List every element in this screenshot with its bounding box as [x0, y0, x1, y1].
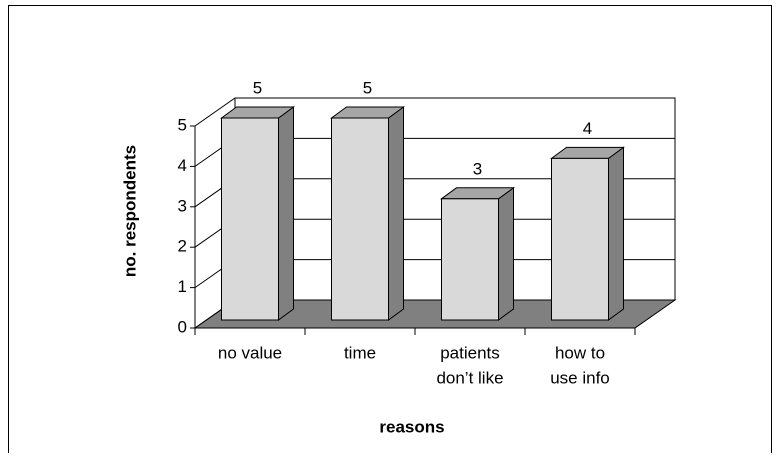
bar	[331, 117, 389, 321]
y-tick-label: 5	[178, 115, 187, 134]
bar	[441, 198, 499, 321]
x-tick-label: time	[344, 343, 376, 362]
y-tick-label: 3	[178, 196, 187, 215]
bar	[221, 117, 279, 321]
y-tick-label: 2	[178, 237, 187, 256]
value-label: 5	[253, 78, 262, 97]
y-tick-label: 4	[178, 156, 187, 175]
x-tick-label: how to	[555, 343, 605, 362]
x-tick-label: no value	[218, 343, 282, 362]
bar-side	[278, 106, 294, 321]
value-label: 3	[473, 159, 482, 178]
value-label: 4	[583, 119, 592, 138]
x-tick-label: patients	[440, 343, 500, 362]
x-tick-label: use info	[550, 368, 610, 387]
y-tick-label: 1	[178, 277, 187, 296]
bar-side	[498, 186, 514, 321]
grid-line	[194, 97, 675, 127]
y-tick-label: 0	[178, 317, 187, 336]
x-axis-title: reasons	[379, 417, 444, 436]
bar-side	[608, 146, 624, 321]
y-axis-title: no. respondents	[120, 145, 139, 277]
bar	[551, 157, 609, 321]
value-label: 5	[363, 78, 372, 97]
bar-side	[388, 106, 404, 321]
x-tick-label: don’t like	[436, 368, 503, 387]
